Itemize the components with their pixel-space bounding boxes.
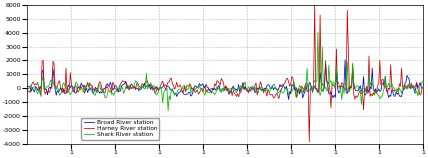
Harney River station (108, 88, 113, 90)
Legend: Broad River station, Harney River station, Shark River station: Broad River station, Harney River statio… (81, 118, 159, 140)
Broad River station (286, 99, 291, 100)
Broad River station (342, 59, 348, 61)
Shark River station (366, 86, 371, 88)
Broad River station (108, 81, 113, 83)
Shark River station (185, 88, 190, 90)
Harney River station (184, 85, 189, 87)
Harney River station (133, 89, 138, 91)
Broad River station (133, 87, 138, 89)
Harney River station (419, 86, 425, 88)
Shark River station (133, 80, 138, 82)
Shark River station (403, 85, 408, 86)
Line: Broad River station: Broad River station (27, 60, 422, 100)
Broad River station (24, 85, 30, 87)
Shark River station (315, 31, 321, 33)
Line: Shark River station: Shark River station (27, 32, 422, 111)
Broad River station (366, 89, 371, 91)
Broad River station (184, 93, 189, 95)
Broad River station (419, 87, 425, 89)
Broad River station (403, 81, 408, 83)
Shark River station (166, 110, 171, 112)
Line: Harney River station: Harney River station (27, 6, 422, 142)
Harney River station (403, 85, 408, 87)
Shark River station (183, 87, 188, 89)
Harney River station (307, 141, 312, 143)
Shark River station (108, 91, 113, 92)
Harney River station (312, 5, 317, 6)
Shark River station (419, 80, 425, 82)
Harney River station (24, 87, 30, 88)
Harney River station (182, 85, 187, 87)
Shark River station (24, 87, 30, 89)
Harney River station (366, 93, 371, 95)
Broad River station (182, 93, 187, 95)
